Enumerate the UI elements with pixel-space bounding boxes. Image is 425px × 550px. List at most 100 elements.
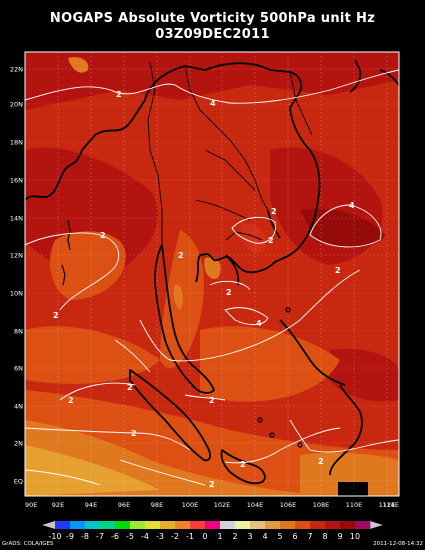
field-orange-central (200, 326, 340, 402)
colorbar-label: 0 (202, 532, 207, 541)
country-border (195, 199, 251, 221)
latitude-label: 6N (14, 365, 23, 373)
colorbar-label: -2 (171, 532, 179, 541)
longitude-labels: 90E 92E 94E 96E 98E 100E 102E 104E 106E 108E 110E 1… (25, 501, 399, 509)
colorbar-label: -7 (96, 532, 104, 541)
contour-label: 2 (127, 383, 133, 392)
latitude-label: 12N (10, 252, 23, 260)
longitude-label: 100E (182, 501, 199, 509)
latitude-labels: 22N 20N 18N 16N 14N 12N 10N 8N 6N 4N 2N EQ (10, 66, 23, 486)
contour-label: 2 (240, 460, 246, 469)
colorbar-swatch (85, 521, 101, 529)
colorbar-swatch (265, 521, 281, 529)
field-dark-top (25, 52, 399, 110)
contour-line (59, 382, 136, 401)
colorbar-swatch (130, 521, 146, 529)
vorticity-contours (25, 69, 399, 486)
country-border (289, 71, 313, 136)
longitude-label: 92E (52, 501, 64, 509)
contour-label: 2 (116, 90, 122, 99)
field-orange-sw-corner (25, 445, 160, 496)
colorbar-label: 3 (247, 532, 252, 541)
contour-line (114, 339, 151, 373)
longitude-label: 106E (280, 501, 297, 509)
latitude-label: 20N (10, 101, 23, 109)
island (67, 219, 71, 251)
contour-labels: 2 4 2 2 4 2 2 2 2 4 2 2 2 2 2 2 2 2 (53, 90, 355, 489)
colorbar-label: 7 (307, 532, 312, 541)
timestamp: 2011-12-08-14:32 (373, 541, 423, 547)
colorbar-swatch (115, 521, 131, 529)
colorbar-swatch (175, 521, 191, 529)
coastline-segment (279, 319, 346, 386)
country-border (184, 65, 269, 211)
longitude-label: 90E (25, 501, 37, 509)
map-title: NOGAPS Absolute Vorticity 500hPa unit Hz (49, 11, 376, 26)
contour-label: 2 (53, 311, 59, 320)
colorbar-label: -3 (156, 532, 164, 541)
contour-line (119, 459, 206, 486)
colorbar-label: 9 (337, 532, 342, 541)
colorbar-swatch (70, 521, 86, 529)
colorbar-label: 2 (232, 532, 237, 541)
contour-label: 2 (226, 288, 232, 297)
colorbar-label: 6 (292, 532, 297, 541)
contour-line (209, 280, 251, 291)
colorbar-label: 10 (350, 532, 360, 541)
contour-label: 2 (318, 457, 324, 466)
contour-line (25, 69, 399, 104)
latitude-label: EQ (14, 478, 23, 486)
contour-label: 2 (131, 429, 137, 438)
colorbar-left-arrow (42, 521, 55, 529)
colorbar-right-arrow (370, 521, 383, 529)
longitude-label: 112E (379, 501, 396, 509)
colorbar-swatch (235, 521, 251, 529)
country-border (204, 149, 256, 191)
sumatra (129, 369, 211, 462)
contour-label: 4 (256, 319, 262, 328)
coastline-segment (267, 209, 281, 239)
colorbar-swatch (160, 521, 176, 529)
longitude-label: 96E (118, 501, 130, 509)
latitude-label: 16N (10, 177, 23, 185)
island (61, 264, 66, 286)
coastline-segment (349, 59, 362, 93)
contour-line (231, 216, 276, 244)
colorbar-swatch (190, 521, 206, 529)
malay-peninsula (154, 244, 215, 394)
latitude-label: 4N (14, 403, 23, 411)
colorbar-label: -10 (48, 532, 61, 541)
contour-label: 2 (271, 207, 277, 216)
colorbar-swatch (220, 521, 236, 529)
borneo-coast (329, 384, 363, 476)
longitude-label: 94E (85, 501, 97, 509)
longitude-label: 104E (247, 501, 264, 509)
contour-line (309, 204, 382, 248)
colorbar-swatch (205, 521, 221, 529)
colorbar-swatch (355, 521, 371, 529)
colorbar-swatch (250, 521, 266, 529)
colorbar-label: -1 (186, 532, 194, 541)
contour-line (25, 427, 191, 451)
colorbar-label: 5 (277, 532, 282, 541)
field-orange-gulf-spot (204, 257, 221, 279)
longitude-label: 110E (346, 501, 363, 509)
contour-label: 2 (178, 251, 184, 260)
colorbar-label: -5 (126, 532, 134, 541)
contour-label: 4 (349, 201, 355, 210)
longitude-label: 98E (151, 501, 163, 509)
colorbar-label: -9 (66, 532, 74, 541)
contour-label: 4 (210, 99, 216, 108)
latitude-label: 18N (10, 139, 23, 147)
longitude-label: 102E (214, 501, 231, 509)
latitude-label: 22N (10, 66, 23, 74)
contour-label: 2 (209, 396, 215, 405)
contour-line (25, 469, 101, 486)
vorticity-field (25, 52, 399, 496)
contour-line (139, 269, 361, 362)
latitude-label: 2N (14, 440, 23, 448)
contour-line (184, 394, 226, 401)
contour-line (25, 232, 120, 311)
longitude-label: 108E (313, 501, 330, 509)
